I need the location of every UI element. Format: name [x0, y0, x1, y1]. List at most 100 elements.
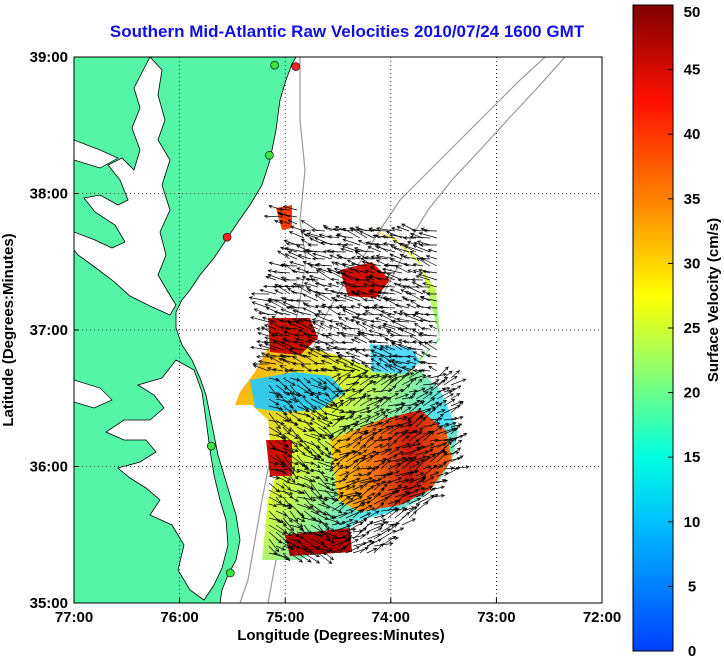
velocity-arrow: [390, 227, 403, 232]
velocity-arrow: [332, 227, 354, 232]
velocity-arrow: [443, 421, 457, 428]
velocity-arrow: [394, 402, 406, 407]
velocity-arrow: [428, 324, 438, 330]
velocity-arrow: [339, 331, 361, 337]
velocity-arrow: [338, 527, 357, 533]
velocity-arrow: [401, 406, 412, 414]
velocity-arrow: [289, 405, 298, 414]
velocity-arrow: [422, 430, 435, 442]
velocity-arrow: [416, 240, 431, 246]
velocity-arrow: [327, 332, 340, 337]
velocity-arrow: [389, 253, 403, 260]
velocity-arrow: [338, 291, 354, 296]
velocity-arrow: [317, 468, 329, 482]
velocity-arrow: [296, 433, 310, 450]
velocity-arrow: [257, 331, 270, 337]
velocity-arrow: [317, 475, 331, 490]
colorbar-tick-label: 10: [684, 514, 701, 531]
velocity-arrow: [422, 443, 435, 449]
velocity-arrow: [310, 433, 327, 440]
velocity-arrow: [352, 395, 366, 407]
velocity-arrow: [317, 398, 334, 407]
station-marker: [222, 232, 232, 242]
velocity-arrow: [387, 477, 403, 484]
velocity-arrow: [373, 399, 383, 407]
velocity-arrow: [359, 482, 368, 491]
velocity-arrow: [264, 342, 284, 351]
velocity-arrow: [331, 494, 344, 505]
velocity-arrow: [450, 393, 461, 400]
velocity-arrow: [359, 512, 372, 519]
velocity-arrow: [296, 496, 317, 502]
velocity-arrow: [272, 284, 284, 289]
velocity-arrow: [375, 234, 389, 239]
velocity-arrow: [282, 510, 293, 523]
velocity-arrow: [422, 392, 433, 400]
velocity-arrow: [407, 346, 424, 351]
velocity-arrow: [357, 239, 368, 246]
velocity-arrow: [317, 517, 330, 531]
velocity-arrow: [361, 348, 375, 352]
velocity-arrow: [336, 331, 347, 337]
velocity-arrow: [294, 333, 305, 337]
velocity-arrow: [443, 466, 461, 477]
velocity-arrow: [328, 324, 340, 330]
velocity-arrow: [359, 421, 375, 428]
velocity-arrow: [387, 508, 399, 519]
velocity-arrow: [275, 391, 284, 399]
velocity-arrow: [392, 310, 403, 316]
velocity-arrow: [279, 212, 298, 218]
velocity-arrow: [352, 415, 363, 421]
velocity-arrow: [345, 374, 363, 379]
station-marker: [265, 150, 274, 160]
velocity-arrow: [413, 322, 424, 330]
velocity-arrow: [429, 372, 448, 379]
velocity-arrow: [370, 358, 382, 365]
velocity-arrow: [315, 340, 333, 345]
velocity-arrow: [303, 377, 311, 384]
velocity-arrow: [275, 531, 289, 544]
velocity-arrow: [366, 492, 376, 498]
velocity-arrow: [267, 299, 284, 309]
velocity-arrow: [268, 405, 284, 411]
velocity-arrow: [415, 374, 427, 379]
velocity-arrow: [426, 305, 438, 310]
velocity-arrow: [303, 384, 320, 399]
velocity-arrow: [397, 326, 417, 331]
colorbar: [632, 4, 674, 652]
velocity-arrow: [289, 419, 298, 427]
velocity-arrow: [350, 262, 368, 267]
velocity-arrow: [359, 415, 372, 421]
velocity-arrow: [370, 366, 382, 372]
velocity-arrow: [425, 292, 438, 296]
velocity-arrow: [295, 337, 312, 344]
velocity-arrow: [450, 370, 461, 379]
y-tick-label: 38:00: [30, 186, 68, 203]
velocity-arrow: [317, 377, 328, 385]
colorbar-tick-label: 35: [684, 191, 701, 208]
velocity-arrow: [257, 311, 277, 316]
velocity-arrow: [312, 321, 326, 330]
velocity-arrow: [338, 356, 354, 365]
velocity-arrow: [344, 317, 354, 323]
velocity-arrow: [317, 482, 335, 492]
velocity-arrow: [284, 369, 298, 373]
velocity-arrow: [415, 378, 423, 386]
velocity-arrow: [436, 387, 451, 393]
velocity-arrow: [302, 293, 319, 302]
velocity-arrow: [359, 436, 375, 449]
velocity-arrow: [274, 289, 284, 295]
velocity-arrow: [331, 365, 347, 372]
velocity-arrow: [359, 540, 373, 547]
velocity-arrow: [296, 524, 305, 532]
velocity-arrow: [324, 355, 340, 365]
velocity-arrow: [337, 316, 347, 323]
velocity-arrow: [274, 299, 291, 309]
velocity-arrow: [450, 447, 462, 456]
velocity-arrow: [275, 517, 287, 526]
velocity-arrow: [250, 316, 270, 323]
velocity-arrow: [423, 341, 438, 351]
velocity-arrow: [317, 545, 327, 556]
velocity-arrow: [352, 492, 363, 498]
